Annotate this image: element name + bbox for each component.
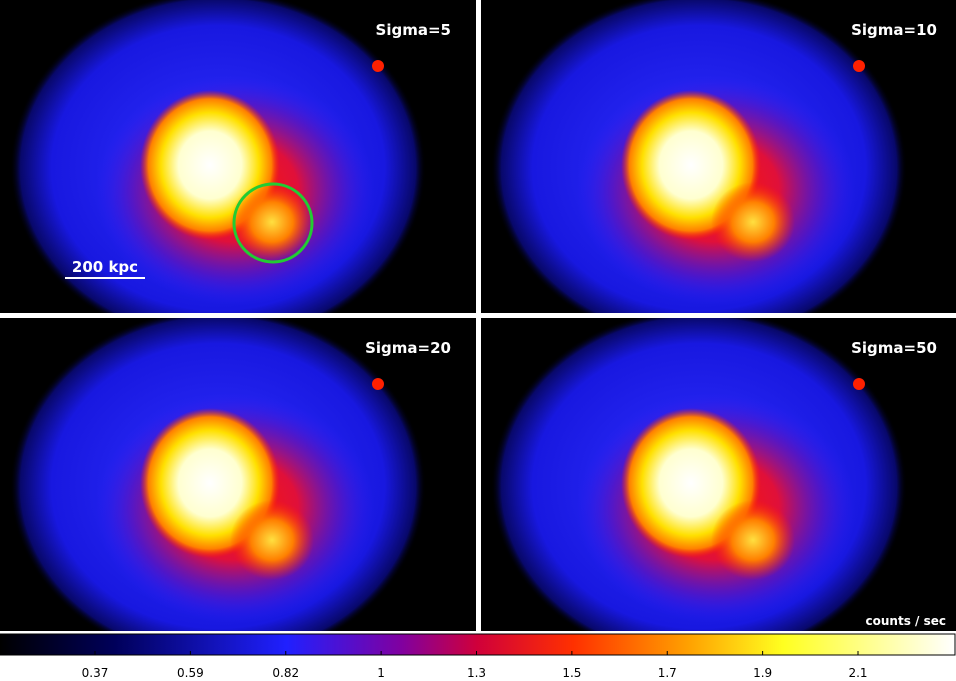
panel <box>481 0 956 346</box>
panel <box>0 308 476 664</box>
colorbar-tick-label: 2.1 <box>848 666 867 680</box>
colorbar-tick-label: 0.59 <box>177 666 204 680</box>
panel <box>481 308 956 664</box>
colorbar-ticks: 0.37 0.59 0.82 1 1.3 1.5 1.7 1.9 2.1 <box>82 651 868 680</box>
colorbar-tick-label: 0.37 <box>82 666 109 680</box>
panel-label: Sigma=10 <box>851 21 937 39</box>
colorbar-tick-label: 0.82 <box>272 666 299 680</box>
colorbar <box>0 633 956 656</box>
panel-label: Sigma=50 <box>851 339 937 357</box>
colorbar-tick-label: 1.7 <box>658 666 677 680</box>
scale-bar-label: 200 kpc <box>72 258 138 276</box>
panel-label: Sigma=20 <box>365 339 451 357</box>
colorbar-tick-label: 1 <box>377 666 385 680</box>
panel <box>0 0 476 346</box>
colorbar-tick-label: 1.3 <box>467 666 486 680</box>
colorbar-tick-label: 1.9 <box>753 666 772 680</box>
colorbar-tick-label: 1.5 <box>562 666 581 680</box>
region-circle <box>232 182 314 264</box>
unit-label: counts / sec <box>866 614 946 628</box>
panel-label: Sigma=5 <box>376 21 451 39</box>
